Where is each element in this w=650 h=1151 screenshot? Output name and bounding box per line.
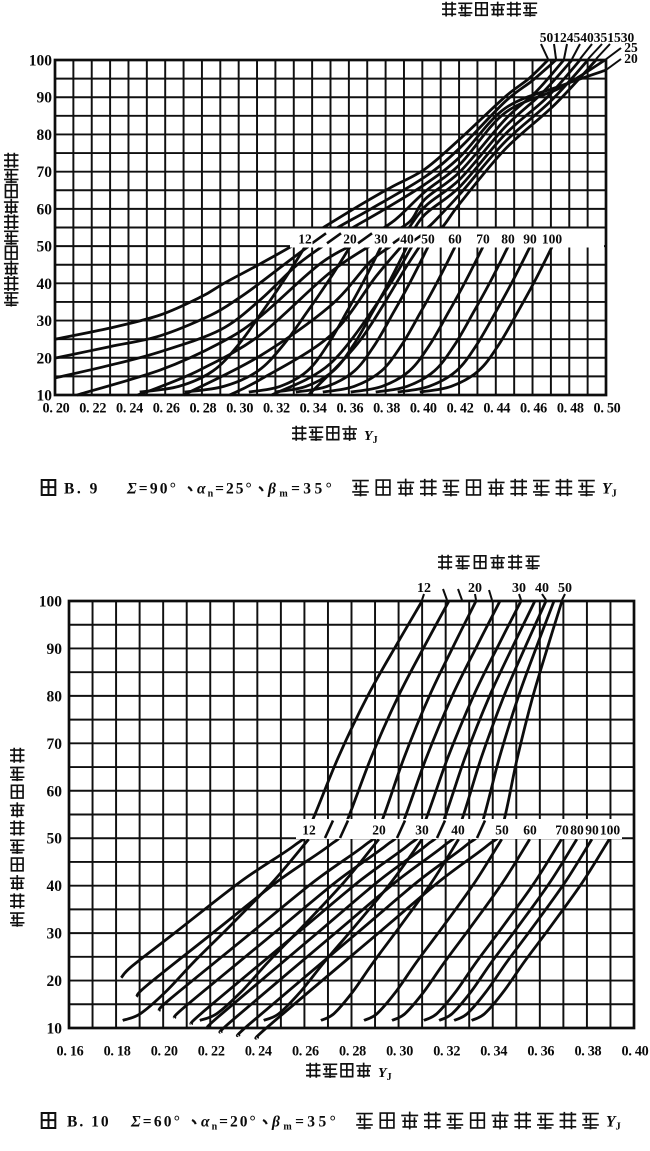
- svg-text:0. 34: 0. 34: [480, 1044, 507, 1060]
- svg-text:Σ=90°: Σ=90°: [126, 481, 178, 498]
- svg-text:12: 12: [417, 581, 431, 596]
- svg-text:50124540351530: 50124540351530: [540, 30, 635, 45]
- svg-text:90: 90: [523, 232, 537, 247]
- svg-text:0. 24: 0. 24: [116, 401, 143, 417]
- svg-text:0. 24: 0. 24: [245, 1044, 272, 1060]
- svg-text:YJ: YJ: [602, 481, 617, 500]
- svg-text:30: 30: [37, 313, 53, 330]
- svg-text:60: 60: [523, 823, 537, 838]
- svg-text:0. 36: 0. 36: [527, 1044, 554, 1060]
- svg-text:YJ: YJ: [364, 429, 378, 446]
- svg-text:B. 10: B. 10: [67, 1114, 111, 1131]
- svg-text:0. 22: 0. 22: [79, 401, 106, 417]
- svg-text:100: 100: [600, 823, 621, 838]
- svg-text:20: 20: [468, 581, 482, 596]
- svg-text:0. 26: 0. 26: [153, 401, 180, 417]
- svg-text:20: 20: [372, 823, 386, 838]
- svg-text:20: 20: [624, 51, 638, 66]
- svg-text:0. 20: 0. 20: [151, 1044, 178, 1060]
- svg-text:80: 80: [37, 127, 53, 144]
- svg-text:40: 40: [535, 581, 549, 596]
- svg-text:50: 50: [47, 831, 63, 848]
- svg-text:0. 34: 0. 34: [300, 401, 327, 417]
- svg-text:40: 40: [47, 878, 63, 895]
- svg-text:50: 50: [37, 239, 53, 256]
- svg-text:12: 12: [302, 823, 316, 838]
- svg-text:0. 16: 0. 16: [57, 1044, 84, 1060]
- svg-text:80: 80: [570, 823, 584, 838]
- svg-text:20: 20: [47, 973, 63, 990]
- svg-text:30: 30: [47, 926, 63, 943]
- svg-text:0. 18: 0. 18: [104, 1044, 131, 1060]
- svg-text:βm=35°: βm=35°: [267, 481, 335, 500]
- svg-text:90: 90: [37, 90, 53, 107]
- svg-text:0. 38: 0. 38: [574, 1044, 601, 1060]
- svg-text:25: 25: [624, 40, 638, 55]
- svg-text:60: 60: [37, 201, 53, 218]
- svg-text:0. 20: 0. 20: [43, 401, 70, 417]
- svg-text:70: 70: [47, 736, 63, 753]
- svg-text:30: 30: [512, 581, 526, 596]
- svg-text:0. 28: 0. 28: [189, 401, 216, 417]
- svg-text:0. 48: 0. 48: [557, 401, 584, 417]
- svg-text:0. 40: 0. 40: [410, 401, 437, 417]
- svg-text:90: 90: [47, 641, 63, 658]
- svg-text:αn=25°: αn=25°: [197, 481, 254, 500]
- svg-text:80: 80: [501, 232, 515, 247]
- svg-text:20: 20: [37, 350, 53, 367]
- svg-text:50: 50: [495, 823, 509, 838]
- svg-text:YJ: YJ: [606, 1114, 621, 1133]
- svg-text:30: 30: [374, 232, 388, 247]
- svg-text:90: 90: [585, 823, 599, 838]
- svg-text:0. 28: 0. 28: [339, 1044, 366, 1060]
- svg-text:0. 38: 0. 38: [373, 401, 400, 417]
- svg-text:βm=35°: βm=35°: [271, 1114, 339, 1133]
- svg-text:60: 60: [448, 232, 462, 247]
- svg-text:B. 9: B. 9: [64, 481, 100, 498]
- svg-text:40: 40: [451, 823, 465, 838]
- svg-text:12: 12: [298, 232, 312, 247]
- svg-text:70: 70: [555, 823, 569, 838]
- svg-text:50: 50: [558, 581, 572, 596]
- svg-text:0. 40: 0. 40: [622, 1044, 649, 1060]
- svg-text:0. 42: 0. 42: [447, 401, 474, 417]
- svg-text:100: 100: [29, 53, 53, 70]
- svg-text:80: 80: [47, 688, 63, 705]
- svg-text:10: 10: [47, 1021, 63, 1038]
- svg-text:100: 100: [542, 232, 563, 247]
- svg-text:70: 70: [476, 232, 490, 247]
- svg-text:0. 30: 0. 30: [386, 1044, 413, 1060]
- svg-text:20: 20: [343, 232, 357, 247]
- svg-text:10: 10: [37, 388, 53, 405]
- svg-text:0. 26: 0. 26: [292, 1044, 319, 1060]
- svg-text:70: 70: [37, 164, 53, 181]
- svg-text:0. 22: 0. 22: [198, 1044, 225, 1060]
- svg-text:0. 46: 0. 46: [520, 401, 547, 417]
- svg-text:0. 36: 0. 36: [336, 401, 363, 417]
- svg-text:30: 30: [415, 823, 429, 838]
- svg-text:60: 60: [47, 783, 63, 800]
- svg-text:0. 32: 0. 32: [263, 401, 290, 417]
- svg-text:Σ=60°: Σ=60°: [130, 1114, 182, 1131]
- svg-text:100: 100: [39, 594, 63, 611]
- svg-text:0. 30: 0. 30: [226, 401, 253, 417]
- svg-text:0. 50: 0. 50: [594, 401, 621, 417]
- svg-text:0. 44: 0. 44: [483, 401, 510, 417]
- svg-text:40: 40: [400, 232, 414, 247]
- svg-text:50: 50: [421, 232, 435, 247]
- svg-text:40: 40: [37, 276, 53, 293]
- svg-text:YJ: YJ: [378, 1066, 392, 1083]
- svg-text:αn=20°: αn=20°: [201, 1114, 258, 1133]
- svg-text:0. 32: 0. 32: [433, 1044, 460, 1060]
